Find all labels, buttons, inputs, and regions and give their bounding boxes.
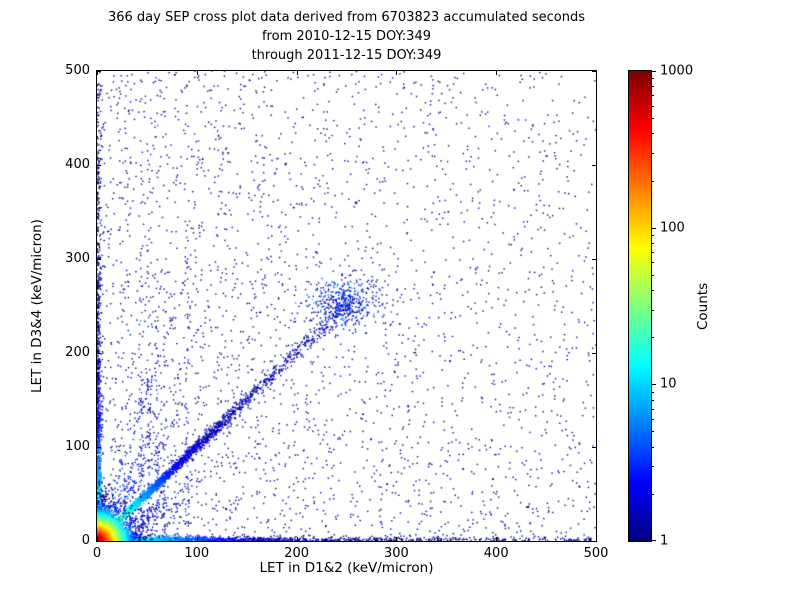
colorbar-tick-mark [652, 384, 656, 386]
colorbar-tick-label: 1000 [660, 63, 694, 79]
colorbar-minor-tick-mark [652, 251, 654, 253]
x-tick-label: 500 [583, 546, 609, 561]
y-tick-mark-right [592, 165, 596, 166]
colorbar-minor-tick-mark [652, 466, 654, 468]
colorbar-minor-tick-mark [652, 262, 654, 264]
x-tick-mark [196, 537, 198, 541]
scatter-density-canvas [97, 71, 596, 541]
colorbar-minor-tick-mark [652, 78, 654, 80]
y-tick-label: 100 [65, 439, 90, 454]
colorbar-minor-tick-mark [652, 234, 654, 236]
colorbar-minor-tick-mark [652, 493, 654, 495]
chart-title-line1: 366 day SEP cross plot data derived from… [107, 10, 586, 25]
colorbar-minor-tick-mark [652, 431, 654, 433]
y-tick-mark [97, 259, 101, 260]
chart-title: 366 day SEP cross plot data derived from… [96, 8, 597, 65]
y-tick-mark [97, 71, 101, 72]
colorbar-tick-mark [652, 71, 656, 72]
colorbar-minor-tick-mark [652, 337, 654, 339]
y-tick-mark-right [592, 353, 596, 354]
colorbar-minor-tick-mark [652, 290, 654, 291]
x-tick-mark [496, 537, 498, 541]
y-tick-label: 300 [65, 251, 90, 266]
colorbar-tick-mark [652, 540, 656, 541]
x-tick-mark [97, 537, 98, 541]
x-tick-mark-top [496, 71, 498, 75]
colorbar-minor-tick-mark [652, 309, 654, 311]
colorbar-minor-tick-mark [652, 118, 654, 120]
colorbar-minor-tick-mark [652, 399, 654, 401]
colorbar-minor-tick-mark [652, 86, 654, 88]
y-tick-label: 400 [65, 157, 90, 172]
y-tick-label: 500 [65, 63, 90, 78]
x-tick-label: 100 [184, 546, 210, 561]
x-axis-label: LET in D1&2 (keV/micron) [259, 560, 434, 576]
colorbar-minor-tick-mark [652, 152, 654, 154]
x-tick-mark-top [97, 71, 98, 75]
y-tick-mark [97, 447, 101, 448]
colorbar-minor-tick-mark [652, 408, 654, 410]
colorbar-minor-tick-mark [652, 274, 654, 276]
y-tick-mark [97, 165, 101, 166]
y-tick-mark-right [592, 71, 596, 72]
x-tick-mark-top [596, 71, 597, 75]
x-tick-label: 400 [483, 546, 509, 561]
plot-area [96, 70, 597, 542]
x-tick-mark [296, 537, 298, 541]
y-tick-label: 200 [65, 345, 90, 360]
colorbar-minor-tick-mark [652, 419, 654, 421]
y-tick-mark-right [592, 447, 596, 448]
colorbar-minor-tick-mark [652, 180, 654, 182]
x-tick-label: 200 [284, 546, 310, 561]
chart-title-line2: from 2010-12-15 DOY:349 [261, 29, 431, 44]
x-tick-mark [596, 537, 597, 541]
colorbar-minor-tick-mark [652, 133, 654, 135]
x-tick-label: 300 [383, 546, 409, 561]
colorbar-gradient-canvas [629, 71, 651, 541]
colorbar-minor-tick-mark [652, 95, 654, 97]
x-tick-label: 0 [92, 546, 102, 561]
y-tick-mark [97, 353, 101, 354]
colorbar-tick-label: 100 [660, 220, 685, 236]
chart-title-line3: through 2011-12-15 DOY:349 [251, 48, 442, 63]
colorbar-minor-tick-mark [652, 446, 654, 448]
x-tick-mark-top [196, 71, 198, 75]
colorbar-minor-tick-mark [652, 391, 654, 393]
y-tick-label: 0 [81, 533, 90, 548]
x-tick-mark-top [296, 71, 298, 75]
x-tick-mark-top [396, 71, 398, 75]
colorbar-minor-tick-mark [652, 105, 654, 107]
y-tick-mark-right [592, 541, 596, 542]
y-tick-mark-right [592, 259, 596, 260]
colorbar-tick-label: 10 [660, 376, 677, 392]
y-axis-label: LET in D3&4 (keV/micron) [29, 219, 45, 393]
colorbar-label: Counts [695, 282, 711, 330]
colorbar-tick-mark [652, 227, 656, 229]
y-tick-mark [97, 541, 101, 542]
colorbar-tick-label: 1 [660, 533, 669, 549]
colorbar [628, 70, 652, 542]
x-tick-mark [396, 537, 398, 541]
colorbar-minor-tick-mark [652, 242, 654, 244]
